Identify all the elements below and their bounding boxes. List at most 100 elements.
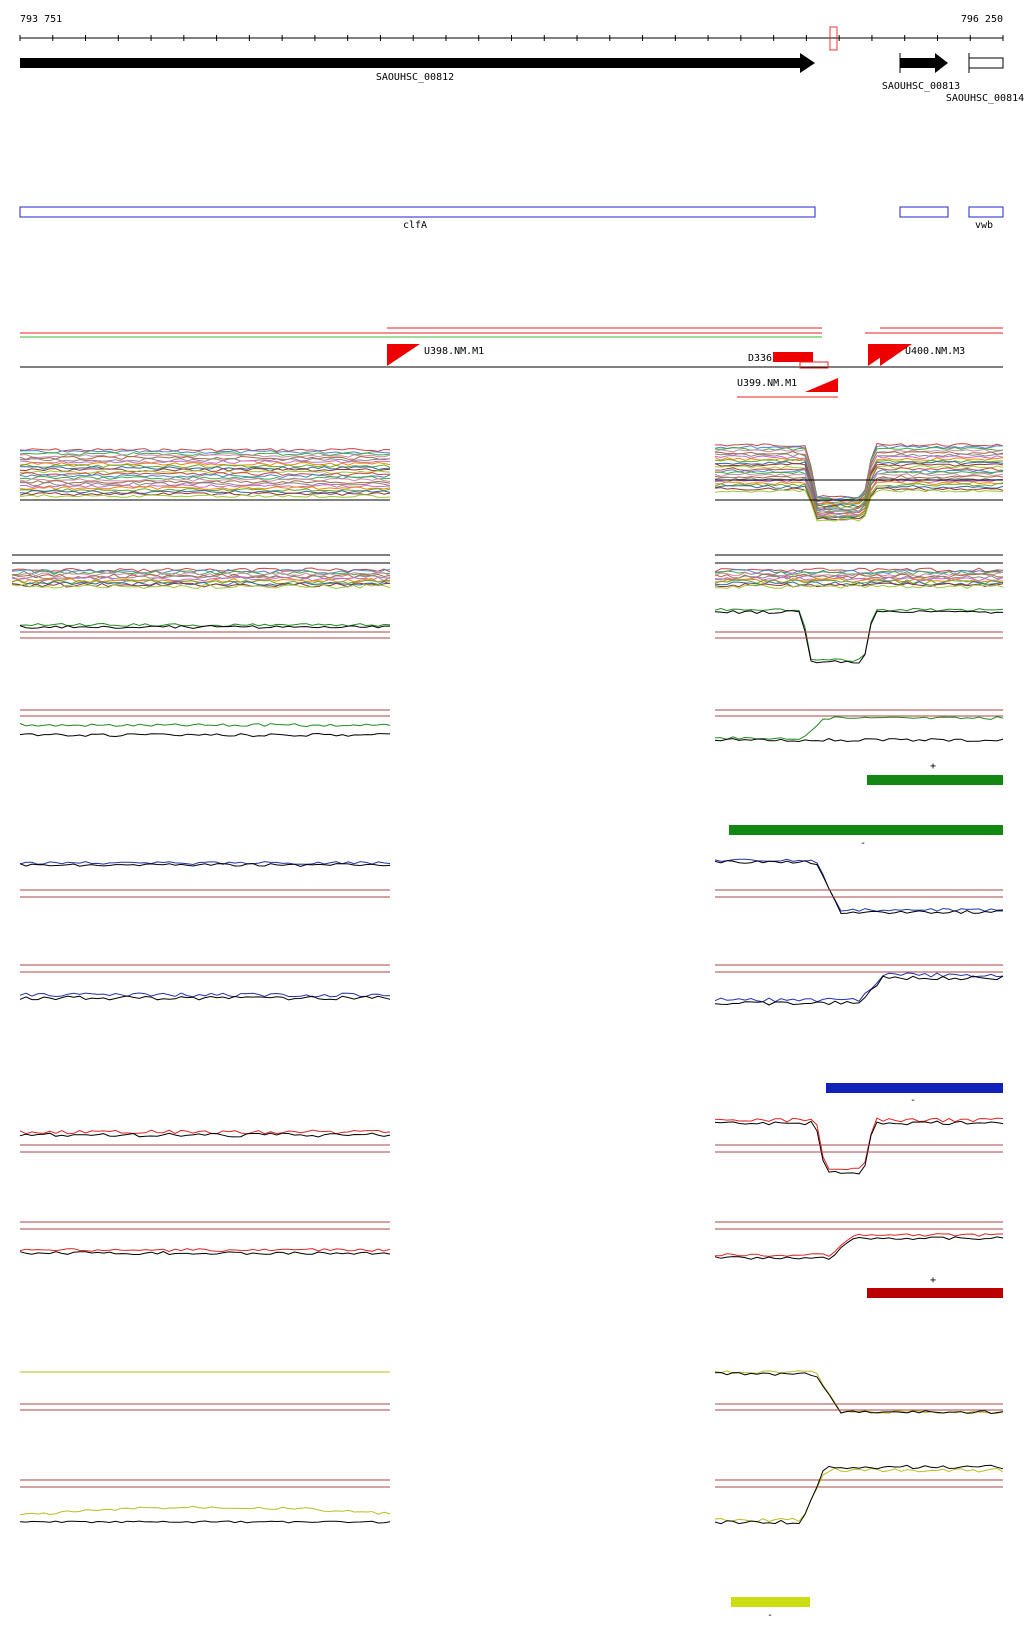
profile-line bbox=[714, 573, 1004, 579]
ruler-start: 793 751 bbox=[20, 14, 62, 25]
profile-line bbox=[715, 1233, 1003, 1257]
profile-line bbox=[714, 858, 1004, 912]
profile-line bbox=[19, 449, 391, 454]
profile-line bbox=[19, 861, 391, 866]
feature-label: D336 bbox=[748, 353, 772, 364]
profile-line bbox=[19, 463, 391, 468]
strand-bar bbox=[731, 1597, 810, 1607]
profile-line bbox=[714, 584, 1004, 590]
profile-line bbox=[19, 474, 391, 479]
profile-line bbox=[714, 1236, 1004, 1260]
profile-line bbox=[19, 459, 391, 464]
strand-bar bbox=[867, 775, 1003, 785]
profile-line bbox=[714, 448, 1004, 502]
feature-label: U400.NM.M3 bbox=[905, 346, 965, 357]
feature-block bbox=[773, 352, 813, 362]
profile-line bbox=[714, 1120, 1004, 1175]
strand-label: + bbox=[930, 761, 936, 772]
feature-label: U399.NM.M1 bbox=[737, 378, 797, 389]
profile-line bbox=[714, 577, 1004, 584]
strand-label: - bbox=[910, 1095, 916, 1106]
strand-bar bbox=[867, 1288, 1003, 1298]
profile-line bbox=[714, 445, 1004, 501]
profile-line bbox=[19, 1505, 391, 1516]
profile-line bbox=[714, 1371, 1004, 1415]
ruler-end: 796 250 bbox=[961, 14, 1003, 25]
profile-line bbox=[19, 995, 391, 1001]
profile-line bbox=[11, 568, 391, 575]
profile-line bbox=[19, 453, 391, 459]
profile-line bbox=[714, 738, 1004, 743]
strand-label: - bbox=[767, 1610, 773, 1621]
feature-triangle bbox=[387, 344, 420, 366]
profile-line bbox=[714, 458, 1004, 508]
profile-line bbox=[19, 448, 391, 453]
profile-line bbox=[714, 569, 1004, 575]
profile-line bbox=[714, 579, 1004, 585]
profile-line bbox=[11, 570, 391, 576]
profile-line bbox=[714, 860, 1004, 915]
profile-line bbox=[11, 583, 391, 590]
profile-line bbox=[19, 471, 391, 477]
profile-line bbox=[19, 489, 391, 495]
strand-label: - bbox=[860, 838, 866, 849]
profile-line bbox=[714, 567, 1004, 573]
profile-line bbox=[714, 446, 1004, 501]
profile-line bbox=[19, 461, 391, 467]
profile-line bbox=[11, 581, 391, 586]
profiles: + - - + - bbox=[11, 442, 1004, 1621]
view-marker bbox=[829, 26, 838, 51]
profile-line bbox=[714, 451, 1004, 502]
profile-line bbox=[19, 992, 391, 998]
profile-line bbox=[19, 467, 391, 473]
profile-line bbox=[19, 732, 391, 738]
profile-line bbox=[19, 862, 391, 868]
profile-line bbox=[714, 1117, 1004, 1171]
profile-line bbox=[714, 975, 1004, 1006]
profile-line bbox=[714, 972, 1004, 1003]
gene-label: SAOUHSC_00812 bbox=[376, 72, 454, 83]
feature-label: U398.NM.M1 bbox=[424, 346, 484, 357]
annotation-box bbox=[968, 206, 1004, 218]
annotation-box bbox=[19, 206, 816, 218]
profile-line bbox=[714, 475, 1004, 515]
profile-line bbox=[19, 494, 391, 498]
annotation-label: clfA bbox=[403, 220, 427, 231]
profile-line bbox=[19, 1132, 391, 1138]
feature-triangle bbox=[805, 378, 838, 392]
gene-arrow bbox=[900, 53, 948, 73]
profile-line bbox=[714, 489, 1004, 522]
profile-line bbox=[714, 472, 1004, 514]
profile-line bbox=[19, 485, 391, 490]
profile-line bbox=[19, 1129, 391, 1135]
profile-line bbox=[714, 1370, 1004, 1414]
profile-line bbox=[714, 610, 1004, 664]
profile-line bbox=[714, 582, 1004, 588]
profile-line bbox=[715, 716, 1004, 740]
profile-line bbox=[19, 457, 390, 463]
profile-line bbox=[20, 484, 391, 489]
profile-line bbox=[11, 572, 391, 578]
profile-line bbox=[714, 1467, 1004, 1523]
profile-line bbox=[19, 1248, 391, 1253]
strand-bar bbox=[729, 825, 1003, 835]
profile-line bbox=[19, 455, 391, 461]
profile-line bbox=[715, 481, 1004, 518]
profile-line bbox=[714, 462, 1004, 510]
profile-line bbox=[19, 492, 391, 497]
profile-line bbox=[19, 477, 391, 482]
feature-box bbox=[799, 361, 829, 369]
profile-line bbox=[11, 576, 391, 582]
profile-line bbox=[714, 607, 1004, 662]
gene-box bbox=[968, 57, 1004, 69]
feature-triangle bbox=[880, 344, 912, 366]
profile-line bbox=[714, 471, 1004, 513]
profile-line bbox=[19, 479, 391, 485]
profile-line bbox=[715, 467, 1004, 511]
profile-line bbox=[714, 1464, 1004, 1525]
annotation-label: vwb bbox=[975, 220, 993, 231]
profile-line bbox=[19, 624, 390, 629]
profile-line bbox=[19, 1251, 391, 1256]
